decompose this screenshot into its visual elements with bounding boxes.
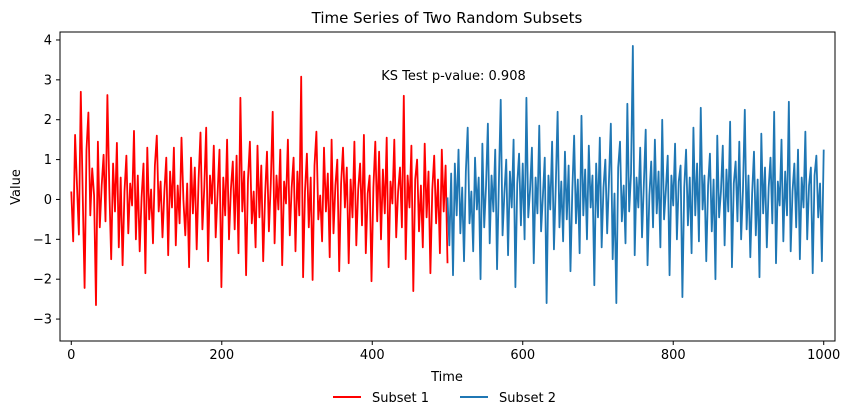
legend-label-subset-2: Subset 2 <box>499 391 556 406</box>
x-tick-label: 600 <box>510 348 535 363</box>
y-tick-label: −1 <box>33 233 52 248</box>
y-axis: −3 −2 −1 0 1 2 3 4 <box>33 33 60 328</box>
x-tick-label: 0 <box>67 348 75 363</box>
y-tick-label: 4 <box>44 33 52 48</box>
y-tick-label: 1 <box>44 153 52 168</box>
chart-title: Time Series of Two Random Subsets <box>311 9 583 27</box>
y-tick-label: −2 <box>33 273 52 288</box>
y-tick-label: 2 <box>44 113 52 128</box>
axes-background <box>60 32 835 341</box>
x-axis-label: Time <box>430 370 463 385</box>
x-tick-label: 800 <box>661 348 686 363</box>
ks-test-annotation: KS Test p-value: 0.908 <box>381 69 525 84</box>
x-tick-label: 200 <box>209 348 234 363</box>
y-tick-label: 0 <box>44 193 52 208</box>
legend: Subset 1 Subset 2 <box>333 391 556 406</box>
x-tick-label: 1000 <box>807 348 840 363</box>
y-tick-label: −3 <box>33 313 52 328</box>
legend-label-subset-1: Subset 1 <box>372 391 429 406</box>
series-line-1 <box>70 75 449 307</box>
axes-frame <box>59 31 836 342</box>
y-tick-label: 3 <box>44 73 52 88</box>
series-line-2 <box>446 45 825 305</box>
series-layer <box>70 45 825 307</box>
x-tick-label: 400 <box>360 348 385 363</box>
plot-area <box>59 31 836 342</box>
y-axis-label: Value <box>9 169 24 205</box>
x-axis: 0 200 400 600 800 1000 <box>67 341 840 363</box>
